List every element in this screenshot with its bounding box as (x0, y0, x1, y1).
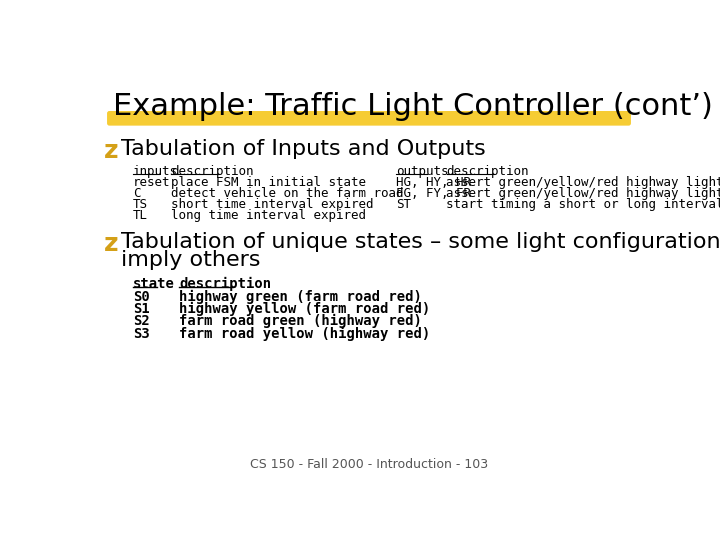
Text: farm road green (highway red): farm road green (highway red) (179, 314, 422, 328)
Text: assert green/yellow/red highway lights: assert green/yellow/red highway lights (446, 187, 720, 200)
Text: detect vehicle on the farm road: detect vehicle on the farm road (171, 187, 404, 200)
Text: start timing a short or long interval: start timing a short or long interval (446, 198, 720, 211)
Text: z: z (104, 232, 119, 256)
Text: TS: TS (132, 198, 148, 211)
Text: ST: ST (396, 198, 411, 211)
Text: state: state (132, 278, 174, 291)
Text: S2: S2 (132, 314, 149, 328)
Text: description: description (446, 165, 529, 178)
Text: description: description (179, 278, 271, 292)
Text: z: z (104, 139, 119, 164)
Text: highway green (farm road red): highway green (farm road red) (179, 289, 422, 304)
Text: CS 150 - Fall 2000 - Introduction - 103: CS 150 - Fall 2000 - Introduction - 103 (250, 458, 488, 471)
Text: assert green/yellow/red highway lights: assert green/yellow/red highway lights (446, 177, 720, 190)
Text: C: C (132, 187, 140, 200)
Text: TL: TL (132, 209, 148, 222)
FancyBboxPatch shape (107, 111, 631, 126)
Text: highway yellow (farm road red): highway yellow (farm road red) (179, 302, 431, 316)
Text: Tabulation of unique states – some light configurations: Tabulation of unique states – some light… (121, 232, 720, 252)
Text: long time interval expired: long time interval expired (171, 209, 366, 222)
Text: description: description (171, 165, 254, 178)
Text: S1: S1 (132, 302, 149, 316)
Text: FG, FY, FR: FG, FY, FR (396, 187, 471, 200)
Text: Example: Traffic Light Controller (cont’): Example: Traffic Light Controller (cont’… (113, 92, 713, 121)
Text: outputs: outputs (396, 165, 449, 178)
Text: inputs: inputs (132, 165, 178, 178)
Text: Tabulation of Inputs and Outputs: Tabulation of Inputs and Outputs (121, 139, 486, 159)
Text: reset: reset (132, 177, 170, 190)
Text: farm road yellow (highway red): farm road yellow (highway red) (179, 327, 431, 341)
Text: S0: S0 (132, 289, 149, 303)
Text: HG, HY, HR: HG, HY, HR (396, 177, 471, 190)
Text: place FSM in initial state: place FSM in initial state (171, 177, 366, 190)
Text: imply others: imply others (121, 249, 261, 269)
Text: S3: S3 (132, 327, 149, 341)
Text: short time interval expired: short time interval expired (171, 198, 374, 211)
